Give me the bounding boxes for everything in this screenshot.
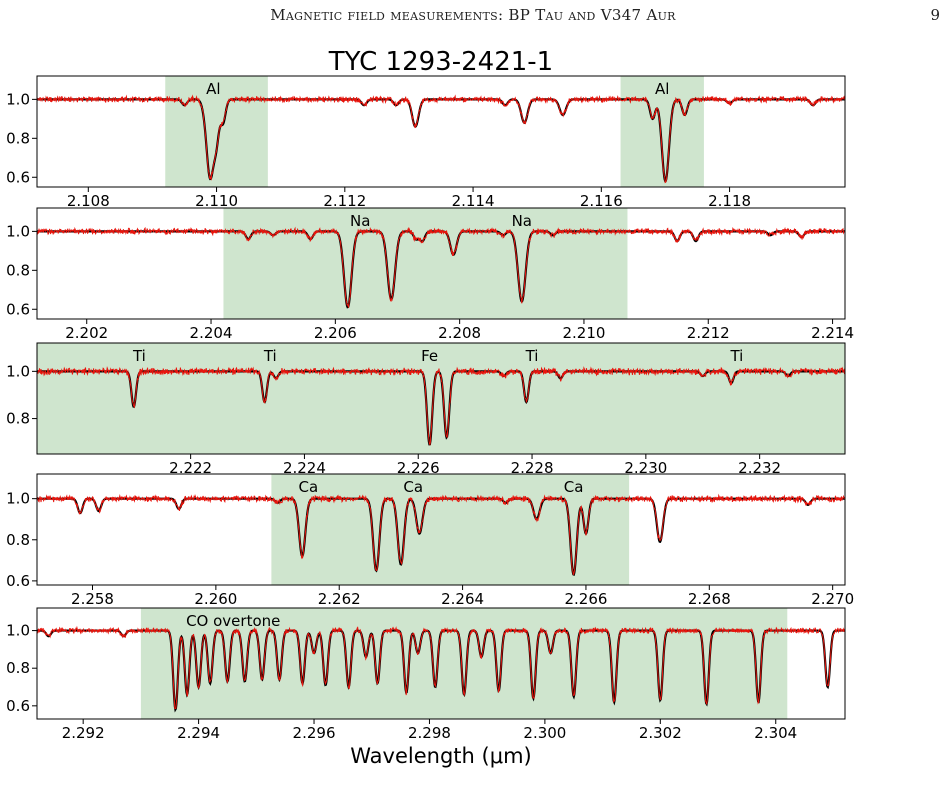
x-tick-label: 2.210 xyxy=(562,324,605,342)
x-tick-label: 2.260 xyxy=(194,590,237,608)
x-tick-label: 2.264 xyxy=(441,590,484,608)
x-tick-label: 2.262 xyxy=(318,590,361,608)
observed-spectrum-line xyxy=(37,625,845,710)
line-annotation: CO overtone xyxy=(186,612,280,630)
shaded-region xyxy=(620,76,704,187)
shaded-region xyxy=(165,76,268,187)
shaded-region xyxy=(37,343,845,454)
x-tick-label: 2.214 xyxy=(811,324,854,342)
line-annotation: Ca xyxy=(403,478,423,496)
observed-spectrum-line xyxy=(37,94,845,184)
observed-spectrum-line xyxy=(37,226,845,308)
x-tick-label: 2.202 xyxy=(65,324,108,342)
panel-frame xyxy=(36,75,846,188)
x-tick-label: 2.224 xyxy=(283,459,326,477)
chart-title: TYC 1293-2421-1 xyxy=(328,47,553,77)
x-tick-label: 2.230 xyxy=(624,459,667,477)
spectrum-panel-2: 2.202 2.204 2.206 2.208 2.210 2.212 2.214 0.6 0.… xyxy=(6,207,854,342)
spectrum-figure: 2.108 2.110 2.112 2.114 2.116 2.118 0.6 0.8 1.0 A… xyxy=(6,47,854,768)
line-annotation: Fe xyxy=(421,347,438,365)
x-tick-label: 2.116 xyxy=(580,192,623,210)
line-annotation: Ti xyxy=(263,347,277,365)
x-tick-label: 2.228 xyxy=(511,459,554,477)
x-tick-label: 2.296 xyxy=(293,724,336,742)
observed-spectrum-line xyxy=(37,366,845,446)
y-tick-label: 1.0 xyxy=(6,622,30,640)
page-header: Magnetic field measurements: BP Tau and … xyxy=(0,0,946,36)
shaded-region xyxy=(223,208,628,319)
line-annotation: Al xyxy=(206,80,220,98)
y-tick-label: 1.0 xyxy=(6,222,30,240)
y-tick-label: 0.6 xyxy=(6,168,30,186)
line-annotation: Ca xyxy=(299,478,319,496)
spectrum-panel-3: 2.222 2.224 2.226 2.228 2.230 2.232 0.8 1.0 Ti Ti… xyxy=(6,342,846,477)
panel-frame xyxy=(36,473,846,586)
x-tick-label: 2.212 xyxy=(687,324,730,342)
x-tick-label: 2.112 xyxy=(323,192,366,210)
y-tick-label: 0.8 xyxy=(6,129,30,147)
line-annotation: Na xyxy=(512,212,532,230)
y-tick-label: 0.6 xyxy=(6,572,30,590)
y-tick-label: 0.8 xyxy=(6,410,30,428)
model-spectrum-line xyxy=(37,98,845,183)
line-annotation: Ca xyxy=(564,478,584,496)
x-tick-label: 2.270 xyxy=(811,590,854,608)
panel-frame xyxy=(36,607,846,720)
line-annotation: Al xyxy=(655,80,669,98)
y-tick-label: 1.0 xyxy=(6,90,30,108)
line-annotation: Na xyxy=(350,212,370,230)
y-tick-label: 0.6 xyxy=(6,300,30,318)
panel-frame xyxy=(36,342,846,455)
x-tick-label: 2.304 xyxy=(754,724,797,742)
x-tick-label: 2.302 xyxy=(639,724,682,742)
x-tick-label: 2.294 xyxy=(177,724,220,742)
y-tick-label: 1.0 xyxy=(6,362,30,380)
line-annotation: Ti xyxy=(525,347,539,365)
x-tick-label: 2.118 xyxy=(708,192,751,210)
x-tick-label: 2.222 xyxy=(169,459,212,477)
x-tick-label: 2.268 xyxy=(688,590,731,608)
y-tick-label: 0.8 xyxy=(6,659,30,677)
x-tick-label: 2.208 xyxy=(438,324,481,342)
x-tick-label: 2.114 xyxy=(452,192,495,210)
x-tick-label: 2.298 xyxy=(408,724,451,742)
line-annotation: Ti xyxy=(729,347,743,365)
running-title: Magnetic field measurements: BP Tau and … xyxy=(270,6,676,24)
x-tick-label: 2.110 xyxy=(195,192,238,210)
x-tick-label: 2.232 xyxy=(738,459,781,477)
y-tick-label: 1.0 xyxy=(6,490,30,508)
panel-frame xyxy=(36,207,846,320)
x-axis-label: Wavelength (μm) xyxy=(350,744,531,768)
shaded-region xyxy=(140,608,788,719)
spectrum-panel-4: 2.258 2.260 2.262 2.264 2.266 2.268 2.270 0.6 0.… xyxy=(6,473,854,608)
x-tick-label: 2.226 xyxy=(397,459,440,477)
x-tick-label: 2.108 xyxy=(67,192,110,210)
x-tick-label: 2.206 xyxy=(314,324,357,342)
y-tick-label: 0.8 xyxy=(6,531,30,549)
x-tick-label: 2.204 xyxy=(190,324,233,342)
spectrum-panel-5: 2.292 2.294 2.296 2.298 2.300 2.302 2.304 0.6 0.… xyxy=(6,607,846,768)
x-tick-label: 2.266 xyxy=(564,590,607,608)
x-tick-label: 2.300 xyxy=(523,724,566,742)
y-tick-label: 0.8 xyxy=(6,261,30,279)
spectrum-panel-1: 2.108 2.110 2.112 2.114 2.116 2.118 0.6 0.8 1.0 A… xyxy=(6,47,846,210)
x-tick-label: 2.258 xyxy=(71,590,114,608)
line-annotation: Ti xyxy=(132,347,146,365)
y-tick-label: 0.6 xyxy=(6,697,30,715)
x-tick-label: 2.292 xyxy=(62,724,105,742)
observed-spectrum-line xyxy=(37,493,845,576)
page-number: 9 xyxy=(930,6,940,24)
